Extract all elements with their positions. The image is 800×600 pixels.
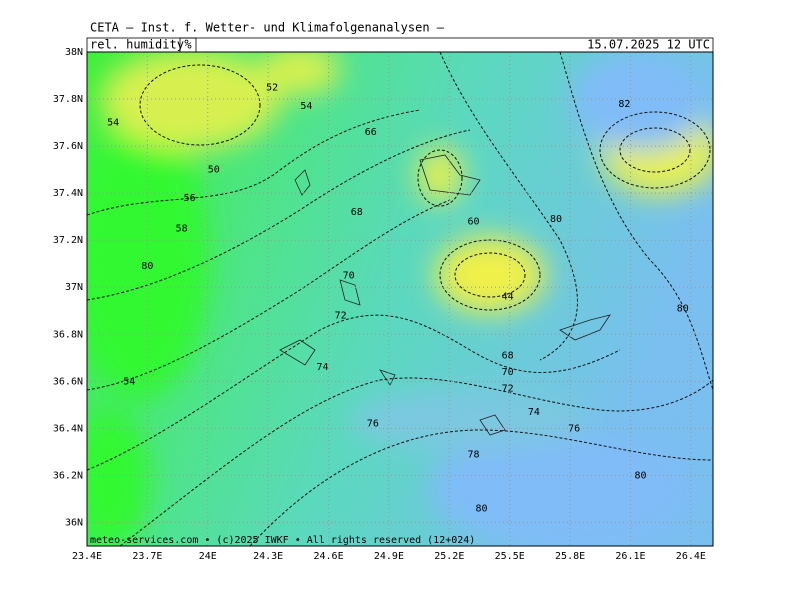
contour-label: 82 [618, 99, 630, 110]
contour-label: 74 [528, 407, 540, 418]
contour-label: 54 [300, 101, 312, 112]
unit: % [184, 38, 192, 52]
x-tick-label: 25.5E [495, 551, 525, 562]
contour-label: 78 [467, 449, 479, 460]
plot-frame [86, 51, 714, 547]
header-title: CETA — Inst. f. Wetter- und Klimafolgena… [90, 21, 445, 35]
contour-label: 60 [467, 216, 479, 227]
contour-label: 54 [123, 376, 135, 387]
y-tick-label: 36.6N [53, 376, 83, 387]
valid-time: 15.07.2025 12 UTC [587, 38, 710, 52]
y-tick-label: 37N [65, 282, 83, 293]
contour-label: 72 [502, 383, 514, 394]
coastline [279, 154, 611, 436]
x-tick-label: 24E [199, 551, 217, 562]
contour-label: 44 [502, 292, 514, 303]
x-tick-label: 26.4E [676, 551, 706, 562]
x-tick-label: 25.2E [434, 551, 464, 562]
y-tick-label: 37.4N [53, 188, 83, 199]
contour-label: 80 [141, 261, 153, 272]
grid [87, 52, 713, 546]
contour-label: 50 [208, 165, 220, 176]
y-tick-label: 36N [65, 517, 83, 528]
contour-label: 54 [107, 118, 119, 129]
contour-label: 80 [677, 303, 689, 314]
x-tick-label: 26.1E [615, 551, 645, 562]
contour-label: 80 [635, 470, 647, 481]
contour-label: 68 [351, 207, 363, 218]
contour-label: 66 [365, 127, 377, 138]
contour-label: 72 [335, 310, 347, 321]
contour-label: 70 [343, 270, 355, 281]
field-shading [87, 52, 713, 546]
y-tick-label: 37.2N [53, 235, 83, 246]
contour-label: 58 [176, 223, 188, 234]
contour-label: 76 [568, 423, 580, 434]
contour-label: 68 [502, 350, 514, 361]
footer: meteo-services.com • (c)2025 IWKF • All … [90, 535, 475, 546]
x-tick-label: 24.9E [374, 551, 404, 562]
x-tick-label: 25.8E [555, 551, 585, 562]
contours [87, 52, 713, 546]
contour-label: 80 [550, 214, 562, 225]
y-tick-label: 38N [65, 47, 83, 58]
contour-label: 76 [367, 419, 379, 430]
x-tick-label: 23.7E [132, 551, 162, 562]
y-tick-label: 36.4N [53, 423, 83, 434]
contour-label: 70 [502, 367, 514, 378]
contour-labels: 80 58 56 50 54 52 54 66 68 70 72 74 76 78 80 54 80 82 80 80… [107, 82, 689, 514]
x-tick-label: 23.4E [72, 551, 102, 562]
plot-area: 80 58 56 50 54 52 54 66 68 70 72 74 76 78 80 54 80 82 80 80… [87, 52, 713, 546]
field-name: rel. humidity [90, 38, 184, 52]
x-tick-label: 24.6E [313, 551, 343, 562]
contour-label: 52 [266, 82, 278, 93]
contour-label: 80 [475, 503, 487, 514]
y-tick-label: 36.8N [53, 329, 83, 340]
x-tick-label: 24.3E [253, 551, 283, 562]
y-tick-label: 36.2N [53, 470, 83, 481]
contour-label: 74 [316, 362, 328, 373]
y-tick-label: 37.8N [53, 94, 83, 105]
y-tick-label: 37.6N [53, 141, 83, 152]
contour-label: 56 [184, 193, 196, 204]
